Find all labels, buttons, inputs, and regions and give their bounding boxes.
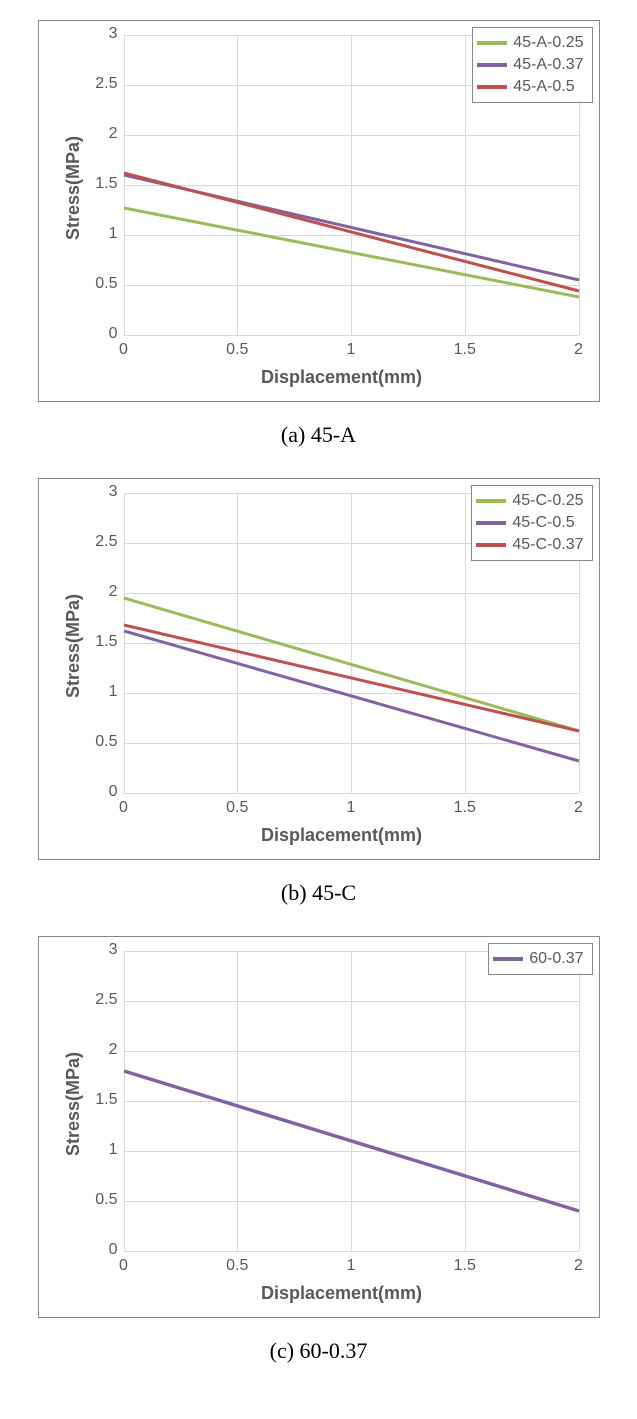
series-line: [124, 631, 579, 761]
legend-label: 45-A-0.5: [513, 78, 574, 96]
ytick-label: 0.5: [82, 275, 118, 293]
legend-item: 45-C-0.25: [476, 490, 583, 512]
xtick-label: 1: [331, 341, 371, 359]
series-svg: [124, 951, 579, 1251]
gridline-h: [124, 335, 579, 336]
legend-swatch: [477, 63, 507, 67]
chart-box: 00.511.522.5300.511.52Stress(MPa)Displac…: [38, 478, 600, 860]
ytick-label: 2.5: [82, 991, 118, 1009]
legend-item: 60-0.37: [493, 948, 583, 970]
legend-swatch: [493, 957, 523, 961]
x-axis-title: Displacement(mm): [261, 1283, 422, 1304]
gridline-h: [124, 1251, 579, 1252]
legend: 60-0.37: [488, 943, 592, 975]
xtick-label: 0: [104, 799, 144, 817]
legend-item: 45-A-0.37: [477, 54, 583, 76]
xtick-label: 0.5: [217, 1257, 257, 1275]
gridline-v: [579, 951, 580, 1251]
legend-swatch: [476, 499, 506, 503]
chart-caption: (a) 45-A: [10, 422, 627, 448]
legend-item: 45-A-0.5: [477, 76, 583, 98]
xtick-label: 2: [559, 799, 599, 817]
ytick-label: 2: [82, 583, 118, 601]
chart-caption: (b) 45-C: [10, 880, 627, 906]
ytick-label: 2: [82, 1041, 118, 1059]
chart-box: 00.511.522.5300.511.52Stress(MPa)Displac…: [38, 936, 600, 1318]
xtick-label: 2: [559, 341, 599, 359]
plot-area: [124, 951, 579, 1251]
chart-1: 00.511.522.5300.511.52Stress(MPa)Displac…: [10, 478, 627, 906]
ytick-label: 1.5: [82, 633, 118, 651]
xtick-label: 1: [331, 1257, 371, 1275]
y-axis-title: Stress(MPa): [63, 594, 84, 698]
chart-2: 00.511.522.5300.511.52Stress(MPa)Displac…: [10, 936, 627, 1364]
ytick-label: 3: [82, 483, 118, 501]
legend-item: 45-C-0.37: [476, 534, 583, 556]
legend-label: 45-A-0.25: [513, 34, 583, 52]
legend-label: 60-0.37: [529, 950, 583, 968]
xtick-label: 0.5: [217, 341, 257, 359]
legend-swatch: [476, 543, 506, 547]
ytick-label: 0.5: [82, 733, 118, 751]
legend: 45-A-0.25 45-A-0.37 45-A-0.5: [472, 27, 592, 103]
legend-item: 45-A-0.25: [477, 32, 583, 54]
chart-0: 00.511.522.5300.511.52Stress(MPa)Displac…: [10, 20, 627, 448]
xtick-label: 2: [559, 1257, 599, 1275]
ytick-label: 1: [82, 225, 118, 243]
xtick-label: 0: [104, 341, 144, 359]
ytick-label: 0.5: [82, 1191, 118, 1209]
ytick-label: 1: [82, 683, 118, 701]
legend: 45-C-0.25 45-C-0.5 45-C-0.37: [471, 485, 592, 561]
gridline-h: [124, 793, 579, 794]
legend-item: 45-C-0.5: [476, 512, 583, 534]
x-axis-title: Displacement(mm): [261, 825, 422, 846]
xtick-label: 1.5: [445, 341, 485, 359]
xtick-label: 1: [331, 799, 371, 817]
xtick-label: 1.5: [445, 1257, 485, 1275]
series-line: [124, 1071, 579, 1211]
y-axis-title: Stress(MPa): [63, 136, 84, 240]
ytick-label: 1: [82, 1141, 118, 1159]
chart-caption: (c) 60-0.37: [10, 1338, 627, 1364]
x-axis-title: Displacement(mm): [261, 367, 422, 388]
legend-swatch: [476, 521, 506, 525]
legend-label: 45-C-0.25: [512, 492, 583, 510]
legend-label: 45-A-0.37: [513, 56, 583, 74]
legend-label: 45-C-0.5: [512, 514, 574, 532]
ytick-label: 2.5: [82, 75, 118, 93]
series-line: [124, 173, 579, 291]
series-line: [124, 625, 579, 731]
legend-label: 45-C-0.37: [512, 536, 583, 554]
xtick-label: 1.5: [445, 799, 485, 817]
xtick-label: 0: [104, 1257, 144, 1275]
legend-swatch: [477, 41, 507, 45]
series-line: [124, 208, 579, 297]
ytick-label: 2.5: [82, 533, 118, 551]
legend-swatch: [477, 85, 507, 89]
y-axis-title: Stress(MPa): [63, 1052, 84, 1156]
series-line: [124, 598, 579, 731]
ytick-label: 1.5: [82, 175, 118, 193]
ytick-label: 3: [82, 25, 118, 43]
xtick-label: 0.5: [217, 799, 257, 817]
ytick-label: 2: [82, 125, 118, 143]
ytick-label: 3: [82, 941, 118, 959]
ytick-label: 1.5: [82, 1091, 118, 1109]
chart-box: 00.511.522.5300.511.52Stress(MPa)Displac…: [38, 20, 600, 402]
